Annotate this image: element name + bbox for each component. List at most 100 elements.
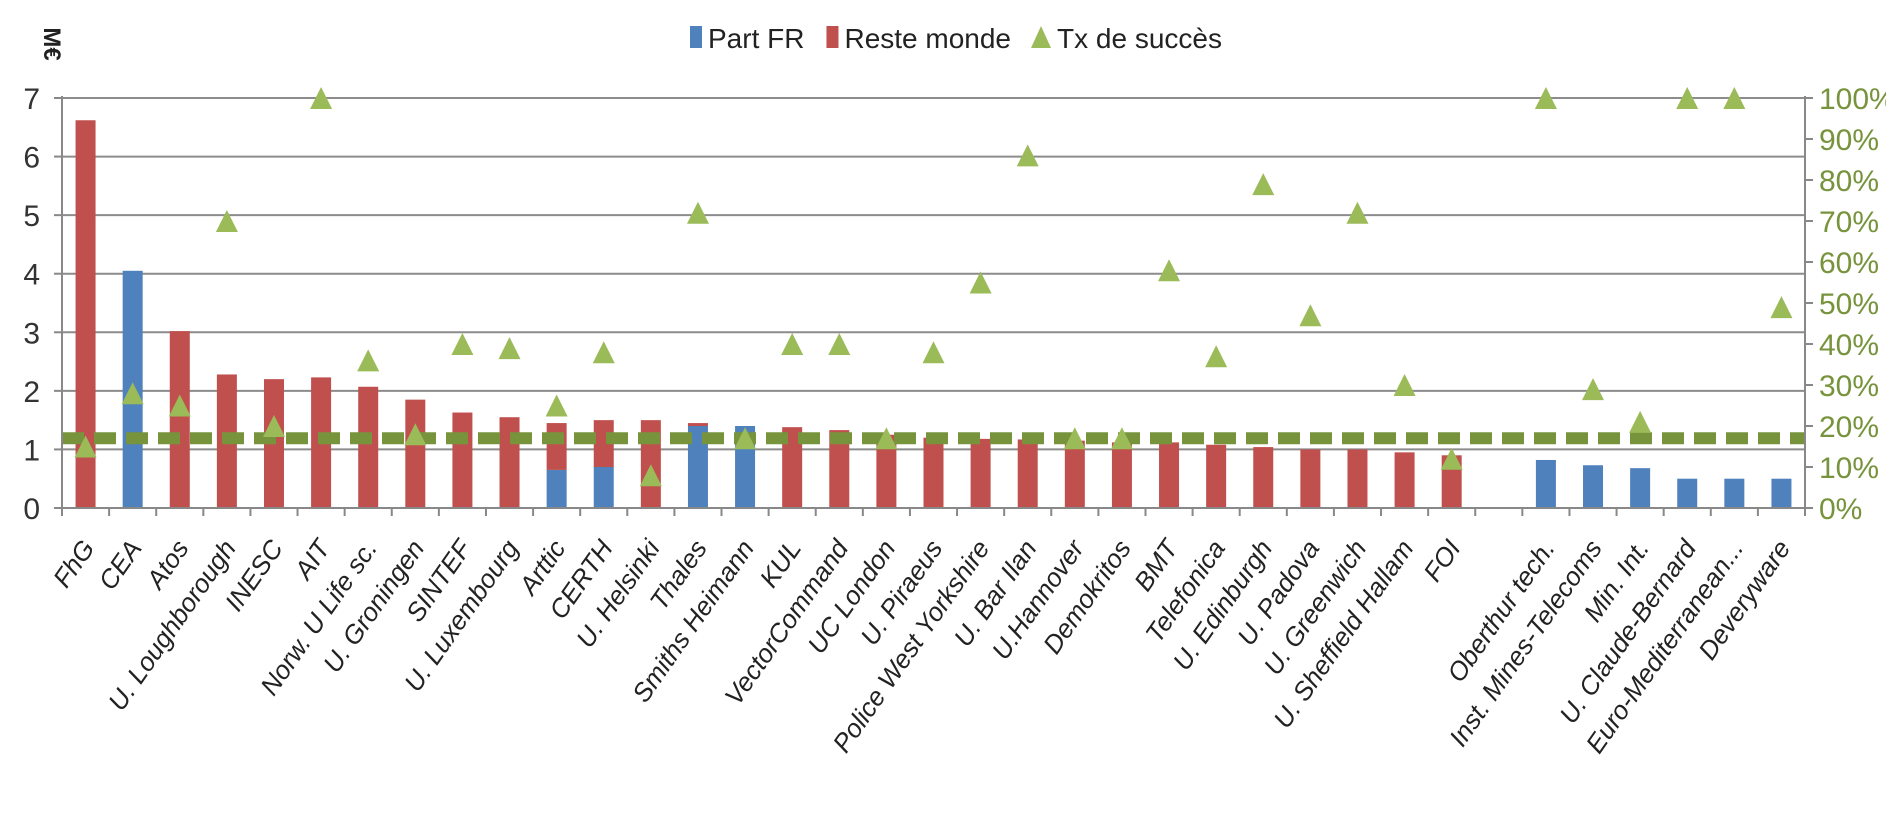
bar-reste-monde — [970, 438, 991, 508]
bar-reste-monde — [358, 386, 379, 508]
bar-reste-monde — [876, 434, 897, 508]
bar-reste-monde — [499, 417, 520, 508]
success-rate-marker — [1205, 345, 1228, 368]
y-tick-label: 6 — [23, 142, 40, 175]
y2-tick-label: 10% — [1819, 452, 1879, 485]
success-rate-marker — [781, 333, 804, 355]
success-rate-marker — [1252, 173, 1275, 196]
success-rate-marker — [545, 394, 568, 417]
legend-label: Part FR — [708, 23, 804, 54]
success-rate-markers — [74, 87, 1793, 487]
bar-reste-monde — [829, 430, 850, 508]
bar-reste-monde — [1394, 452, 1415, 508]
success-rate-marker — [1582, 378, 1605, 401]
success-rate-marker — [1393, 374, 1416, 396]
bar-reste-monde — [593, 420, 614, 467]
success-rate-marker — [1723, 87, 1746, 109]
x-category-label: FOI — [1417, 534, 1466, 587]
legend: Part FR Reste monde Tx de succès — [690, 23, 1222, 54]
bar-part-fr — [546, 469, 567, 508]
bar-part-fr — [687, 426, 708, 508]
success-rate-marker — [639, 464, 662, 487]
bar-reste-monde — [1064, 440, 1085, 508]
bar-part-fr — [1583, 465, 1604, 508]
x-category-label: FhG — [47, 534, 101, 593]
y-tick-label: 3 — [23, 317, 40, 350]
y-axis-label: M€ — [38, 27, 65, 60]
y2-tick-label: 100% — [1819, 83, 1886, 116]
success-rate-marker — [969, 271, 992, 294]
success-rate-marker — [1440, 447, 1463, 470]
bar-reste-monde — [1253, 447, 1274, 508]
bar-reste-monde — [687, 423, 708, 426]
bar-reste-monde — [923, 437, 944, 508]
bar-reste-monde — [1206, 444, 1227, 508]
y-tick-label: 5 — [23, 200, 40, 233]
bar-reste-monde — [452, 412, 473, 508]
success-rate-marker — [1770, 296, 1793, 319]
success-rate-marker — [310, 87, 333, 109]
bar-reste-monde — [1159, 442, 1180, 508]
y2-tick-label: 90% — [1819, 124, 1879, 157]
x-category-label: CEA — [92, 534, 147, 595]
success-rate-marker — [1676, 87, 1699, 109]
y2-tick-label: 30% — [1819, 370, 1879, 403]
success-rate-marker — [1346, 201, 1369, 224]
success-rate-marker — [686, 201, 709, 224]
bar-reste-monde — [169, 331, 190, 508]
success-rate-marker — [404, 423, 427, 446]
success-rate-marker — [451, 333, 474, 355]
success-rate-marker — [1063, 427, 1086, 450]
success-rate-marker — [74, 435, 97, 458]
y-tick-label: 0 — [23, 493, 40, 526]
success-rate-marker — [262, 415, 285, 437]
y2-tick-label: 80% — [1819, 165, 1879, 198]
success-rate-marker — [1158, 259, 1181, 282]
bar-part-fr — [1677, 478, 1698, 508]
y-tick-label: 1 — [23, 434, 40, 467]
bar-part-fr — [1771, 478, 1792, 508]
success-rate-marker — [1299, 304, 1322, 327]
success-rate-marker — [1629, 410, 1652, 433]
y-tick-label: 4 — [23, 259, 40, 292]
bar-reste-monde — [1300, 449, 1321, 508]
success-rate-marker — [734, 427, 757, 450]
legend-swatch — [690, 26, 702, 48]
legend-swatch-triangle — [1031, 26, 1052, 48]
y2-tick-label: 60% — [1819, 247, 1879, 280]
bar-reste-monde — [782, 427, 803, 508]
bar-reste-monde — [1111, 442, 1132, 508]
legend-label: Reste monde — [844, 23, 1011, 54]
success-rate-marker — [1016, 144, 1039, 167]
success-rate-marker — [1534, 87, 1557, 109]
y2-tick-label: 70% — [1819, 206, 1879, 239]
bar-reste-monde — [546, 423, 567, 470]
bar-reste-monde — [75, 120, 96, 508]
bar-part-fr — [1724, 478, 1745, 508]
bar-part-fr — [593, 467, 614, 508]
y-tick-label: 7 — [23, 83, 40, 116]
bar-part-fr — [1630, 468, 1651, 508]
success-rate-marker — [922, 341, 945, 364]
y2-tick-label: 20% — [1819, 411, 1879, 444]
success-rate-marker — [168, 394, 191, 417]
y-tick-label: 2 — [23, 376, 40, 409]
y2-tick-label: 0% — [1819, 493, 1862, 526]
success-rate-marker — [592, 341, 615, 364]
bar-reste-monde — [405, 399, 426, 508]
axes: 012345670%10%20%30%40%50%60%70%80%90%100… — [23, 83, 1886, 526]
y2-tick-label: 50% — [1819, 288, 1879, 321]
y2-tick-label: 40% — [1819, 329, 1879, 362]
legend-swatch — [826, 26, 839, 48]
success-rate-marker — [121, 382, 144, 405]
legend-label: Tx de succès — [1057, 23, 1222, 54]
success-rate-marker — [498, 337, 521, 360]
success-rate-marker — [828, 333, 851, 355]
bar-part-fr — [1535, 459, 1556, 508]
success-rate-marker — [875, 427, 898, 450]
success-rate-marker — [1110, 427, 1133, 450]
success-rate-marker — [215, 210, 238, 232]
